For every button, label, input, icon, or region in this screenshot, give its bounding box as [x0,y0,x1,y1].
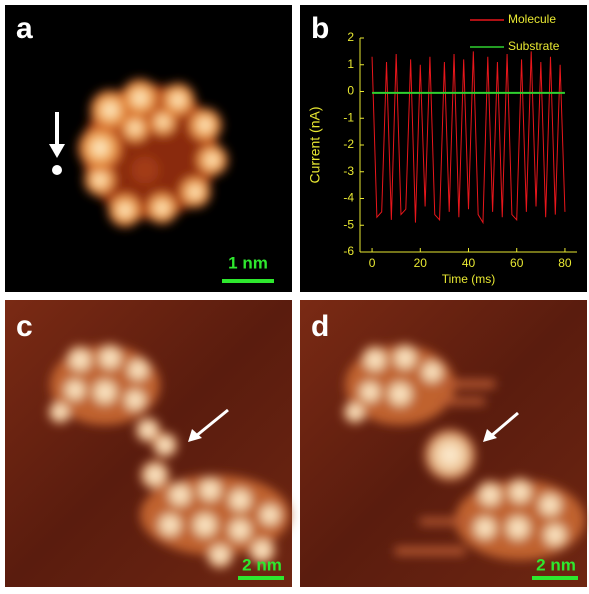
figure: a 1 nm b -6-5-4-3-2-1012020406080Time (m… [0,0,589,589]
y-tick-label: 0 [347,84,354,98]
x-tick-label: 60 [510,256,524,270]
y-tick-label: 2 [347,30,354,44]
panel-d: d 2 nm [300,300,587,587]
x-axis-label: Time (ms) [442,272,496,286]
y-tick-label: 1 [347,57,354,71]
legend-label: Substrate [508,39,560,53]
y-tick-label: -6 [343,244,354,258]
panel-label: d [311,310,329,343]
y-tick-label: -3 [343,164,354,178]
scale-label: 2 nm [242,555,282,574]
panel-label: a [16,12,33,45]
tip-dot [52,165,62,175]
x-tick-label: 20 [414,256,428,270]
y-tick-label: -4 [343,191,354,205]
panel-a: a 1 nm [5,5,292,292]
legend-label: Molecule [508,12,556,26]
y-axis-label: Current (nA) [307,106,323,183]
y-tick-label: -5 [343,217,354,231]
scale-label: 2 nm [536,555,576,574]
x-tick-label: 0 [369,256,376,270]
panel-label: c [16,310,33,343]
panel-label: b [311,12,329,45]
y-tick-label: -1 [343,110,354,124]
x-tick-label: 80 [558,256,572,270]
panel-c: c 2 nm [5,300,292,587]
y-tick-label: -2 [343,137,354,151]
scale-label: 1 nm [228,253,268,272]
x-tick-label: 40 [462,256,476,270]
